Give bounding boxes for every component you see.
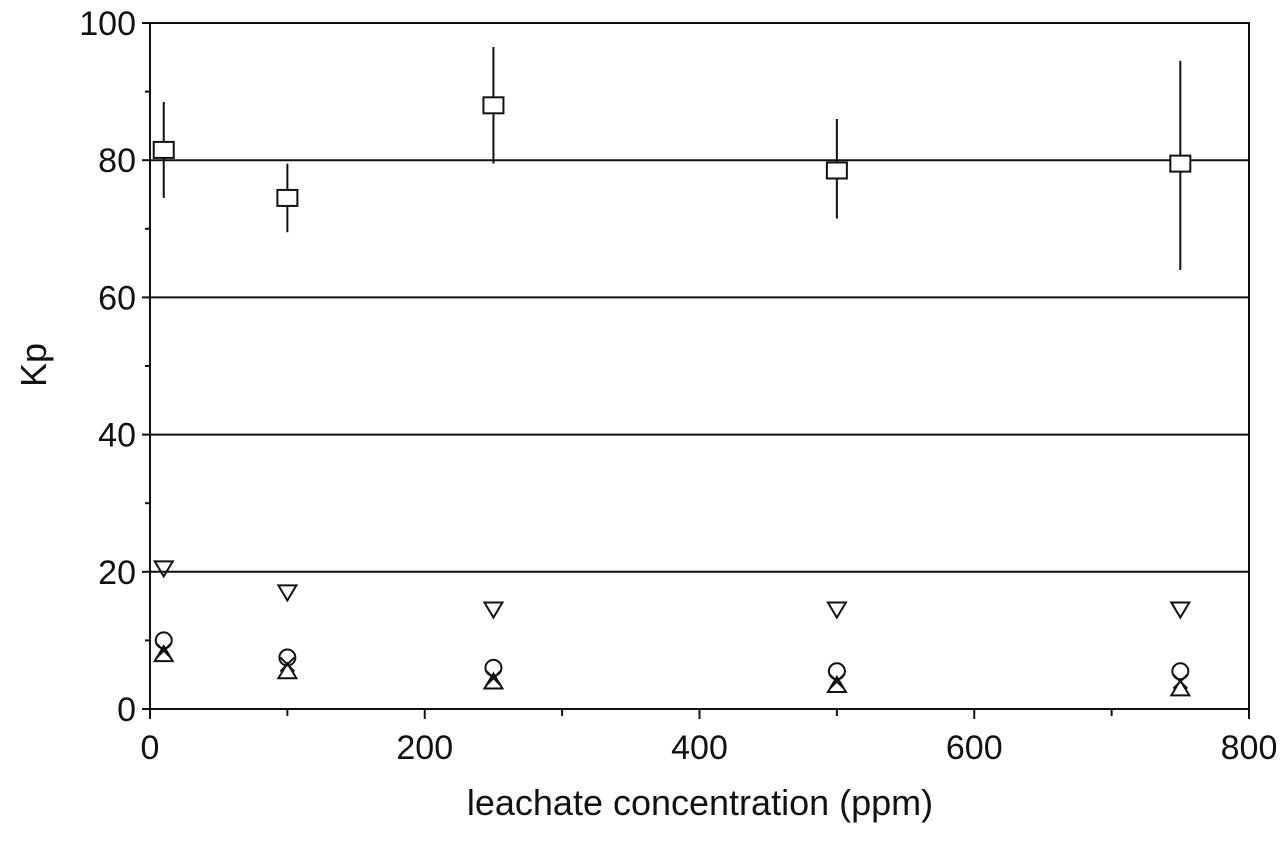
x-tick-label: 600 [946, 729, 1003, 767]
square-point [1169, 154, 1192, 173]
circle-point [154, 631, 173, 650]
triangle-up-point [1169, 678, 1192, 697]
triangle-down-point [276, 584, 299, 603]
triangle-down-point [1169, 601, 1192, 620]
square-point [482, 96, 505, 115]
y-tick-label: 100 [79, 5, 136, 43]
triangle-down-point [482, 601, 505, 620]
x-tick-label: 0 [141, 729, 160, 767]
square-point [825, 161, 848, 180]
y-tick-label: 20 [98, 554, 136, 592]
y-tick-label: 80 [98, 142, 136, 180]
x-tick-label: 800 [1221, 729, 1278, 767]
triangle-up-point [826, 675, 848, 693]
y-tick-label: 40 [98, 417, 136, 455]
axis-ticks [142, 22, 1250, 719]
circle-point [827, 662, 846, 681]
triangle-up-point [482, 671, 505, 690]
y-axis-title: Kp [13, 343, 54, 387]
x-tick-label: 400 [671, 729, 728, 767]
y-tick-label: 60 [98, 279, 136, 317]
square-point [276, 188, 299, 207]
x-axis-title: leachate concentration (ppm) [467, 782, 933, 823]
circle-point [484, 658, 503, 677]
triangle-up-point [276, 661, 299, 680]
plot-area [149, 22, 1250, 710]
data-marks [152, 47, 1192, 697]
triangle-down-point [152, 560, 175, 579]
triangle-down-point [826, 601, 848, 620]
gridlines [150, 159, 1249, 573]
y-tick-label: 0 [117, 691, 136, 729]
square-point [152, 140, 175, 159]
x-tick-label: 200 [396, 729, 453, 767]
triangle-up-point [152, 644, 175, 663]
tick-labels: 0 20 40 60 80 100 0 200 400 600 800 [79, 5, 1277, 767]
